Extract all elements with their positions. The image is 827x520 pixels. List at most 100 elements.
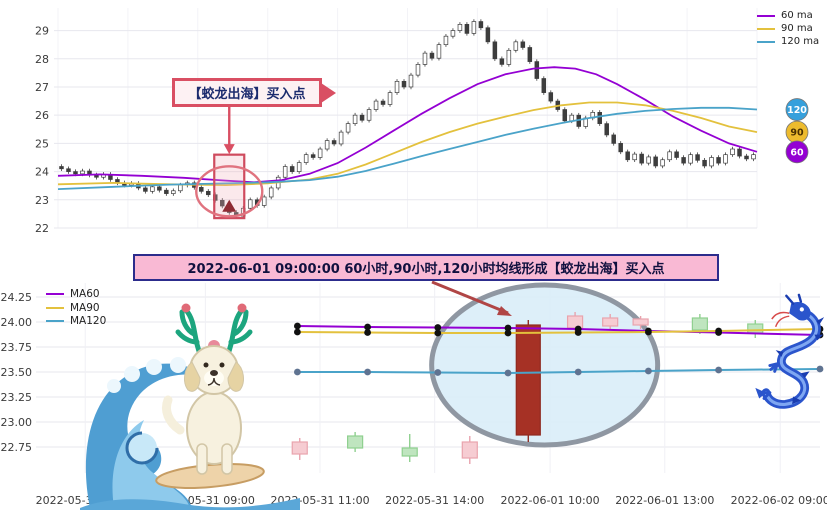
legend-item: MA60: [46, 289, 106, 300]
candle-body: [282, 166, 288, 178]
ma-marker: [364, 323, 371, 331]
candle-body: [366, 109, 372, 121]
candle-body: [394, 80, 400, 93]
candle-body: [688, 154, 693, 164]
candle-body: [667, 151, 672, 161]
annotation-arrowhead: [497, 306, 512, 316]
ma-marker: [574, 329, 582, 336]
y-tick-label: 26: [35, 109, 49, 122]
buy-marker-triangle: [222, 199, 237, 212]
candle-body: [303, 154, 309, 163]
ma-line-MA90: [297, 328, 821, 334]
ma-marker: [504, 324, 512, 332]
candle-body: [345, 123, 351, 133]
candle-body: [436, 44, 442, 59]
dog-surfer-svg: [80, 303, 300, 510]
candle-body: [352, 114, 358, 124]
candle-body: [730, 148, 735, 156]
ma-marker: [504, 369, 512, 377]
dragon-eye: [799, 307, 804, 312]
ma-marker: [294, 368, 301, 376]
x-tick-label: 2022-06-01 10:00: [501, 494, 600, 507]
candle-body: [478, 21, 484, 29]
legend-swatch: [46, 293, 64, 296]
candle-body: [541, 78, 547, 93]
ma-end-badge: [785, 140, 809, 164]
y-tick-label: 23.75: [1, 341, 33, 354]
y-tick-label: 24: [35, 166, 49, 179]
candle-body: [247, 199, 253, 209]
buy-point-callout: 【蛟龙出海】买入点: [172, 78, 322, 107]
candle-body-up: [632, 318, 649, 326]
candle-body: [359, 114, 365, 121]
dog-tail: [162, 395, 185, 435]
candle-body: [408, 74, 414, 88]
candle-body: [289, 166, 295, 172]
candle-body: [513, 41, 519, 51]
candle-body-signal: [515, 324, 541, 436]
candle-body: [429, 52, 435, 59]
legend-item: MA90: [46, 301, 106, 314]
legend-label: 90 ma: [781, 23, 813, 34]
dog-ear: [227, 361, 244, 392]
candle-body: [206, 190, 211, 196]
wave-curl: [127, 433, 157, 463]
y-tick-label: 22: [35, 222, 49, 235]
candle-body: [143, 187, 148, 192]
candle-body: [604, 123, 609, 136]
candle-body: [331, 140, 337, 145]
dragon-horns: [785, 293, 803, 305]
candle-body-down: [347, 435, 364, 449]
candle-body: [261, 196, 267, 206]
y-tick-label: 23: [35, 194, 49, 207]
candle-body: [66, 168, 71, 172]
candle-body: [702, 159, 707, 167]
antler-tuft: [237, 303, 247, 313]
candle-body: [618, 143, 623, 153]
callout-arrowhead: [223, 144, 235, 155]
dragon-body-highlight: [764, 309, 819, 406]
legend-label: 120 ma: [781, 36, 820, 47]
candle-body-down: [401, 447, 418, 457]
candle-body: [695, 154, 700, 161]
candle-body: [499, 58, 505, 65]
legend-swatch: [757, 28, 775, 30]
ma-marker: [715, 327, 722, 335]
candle-body: [164, 189, 169, 194]
ma-marker: [645, 328, 652, 336]
candle-body: [457, 24, 463, 31]
legend-label: MA90: [70, 301, 100, 314]
ma-end-badge-label: 90: [790, 128, 804, 139]
candle-body: [597, 112, 602, 124]
candle-body: [534, 61, 540, 79]
dragon-tail-fin: [755, 387, 766, 399]
candle-body: [317, 148, 323, 158]
dragon-body: [761, 306, 821, 409]
dragon-spikes: [775, 317, 825, 405]
annotation-arrow: [431, 280, 509, 315]
y-tick-label: 23.00: [1, 416, 33, 429]
candle-body: [296, 162, 302, 172]
candle-body: [709, 157, 714, 167]
wave-curl-line: [125, 431, 159, 465]
ma-marker: [434, 369, 442, 376]
candle-body: [744, 155, 749, 160]
y-tick-label: 23.25: [1, 391, 33, 404]
candle-body: [660, 159, 665, 167]
ma-marker: [434, 329, 442, 337]
ma-marker: [294, 328, 301, 336]
ma-marker: [504, 329, 512, 337]
candle-body: [562, 109, 568, 122]
ma-marker: [364, 368, 371, 376]
candle-body: [401, 80, 407, 88]
y-tick-label: 25: [35, 137, 49, 150]
x-tick-label: 2022-06-01 13:00: [615, 494, 714, 507]
candle-body-up: [291, 441, 308, 455]
candle-body: [373, 100, 379, 110]
ma-line-90ma: [57, 101, 758, 187]
wave-base: [80, 498, 300, 510]
dog-body: [186, 391, 242, 465]
candle-body: [443, 35, 449, 46]
top-chart: 22 23 24 25 26 27 28 29 120 90 60: [35, 8, 809, 235]
